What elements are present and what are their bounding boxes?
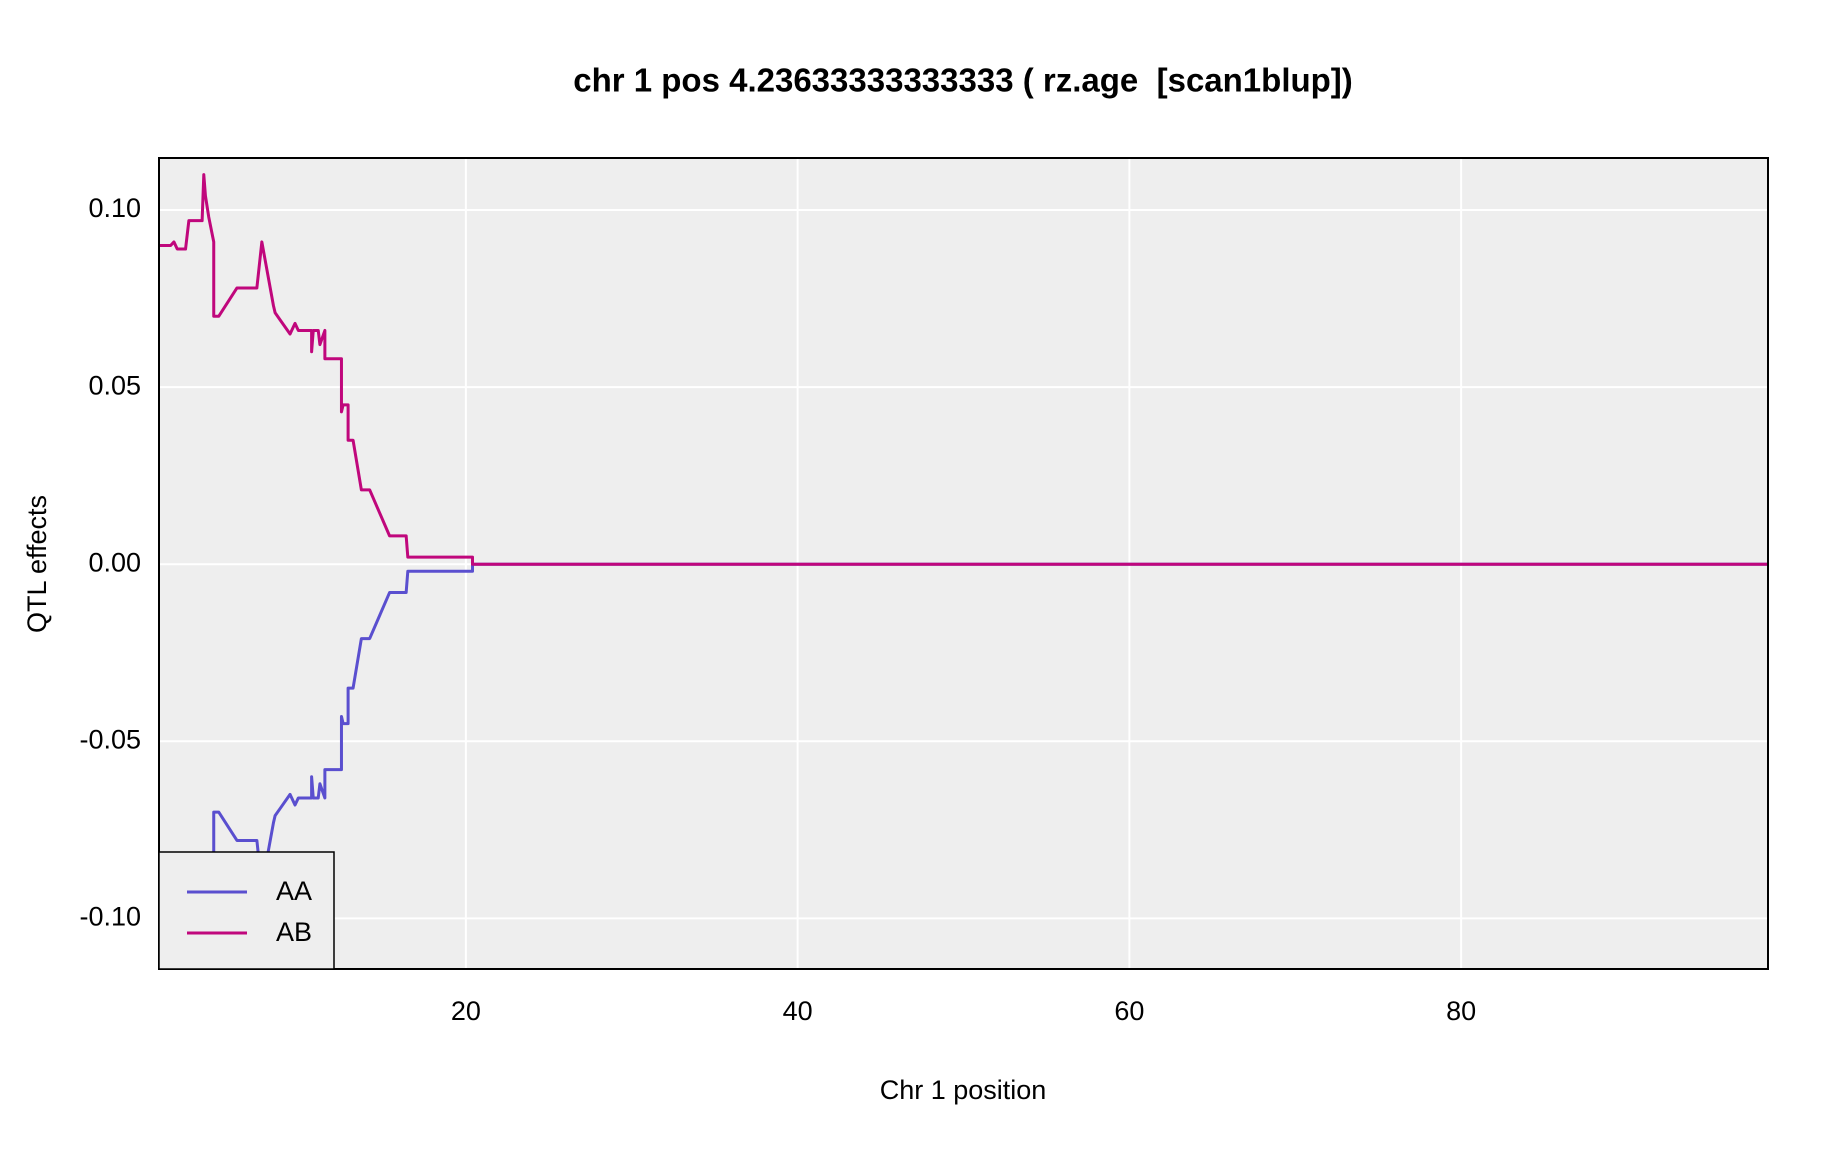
y-tick-label: 0.10: [88, 193, 141, 223]
legend-label: AB: [276, 917, 312, 947]
legend-box: [158, 851, 335, 970]
legend: AA AB: [158, 851, 335, 970]
x-tick-label: 20: [451, 996, 481, 1026]
plot-border: [158, 157, 1769, 970]
y-axis-label: QTL effects: [22, 495, 52, 633]
chart-title: chr 1 pos 4.23633333333333 ( rz.age [sca…: [573, 62, 1353, 99]
y-tick-label: 0.05: [88, 370, 141, 400]
data-line: [159, 173, 1768, 566]
x-axis-label: Chr 1 position: [880, 1075, 1047, 1105]
legend-label: AA: [276, 876, 312, 906]
x-tick-label: 40: [783, 996, 813, 1026]
x-tick-label: 80: [1446, 996, 1476, 1026]
y-tick-label: 0.00: [88, 547, 141, 577]
y-tick-label: -0.10: [79, 901, 141, 931]
y-tick-label: -0.05: [79, 724, 141, 754]
x-tick-label: 60: [1114, 996, 1144, 1026]
